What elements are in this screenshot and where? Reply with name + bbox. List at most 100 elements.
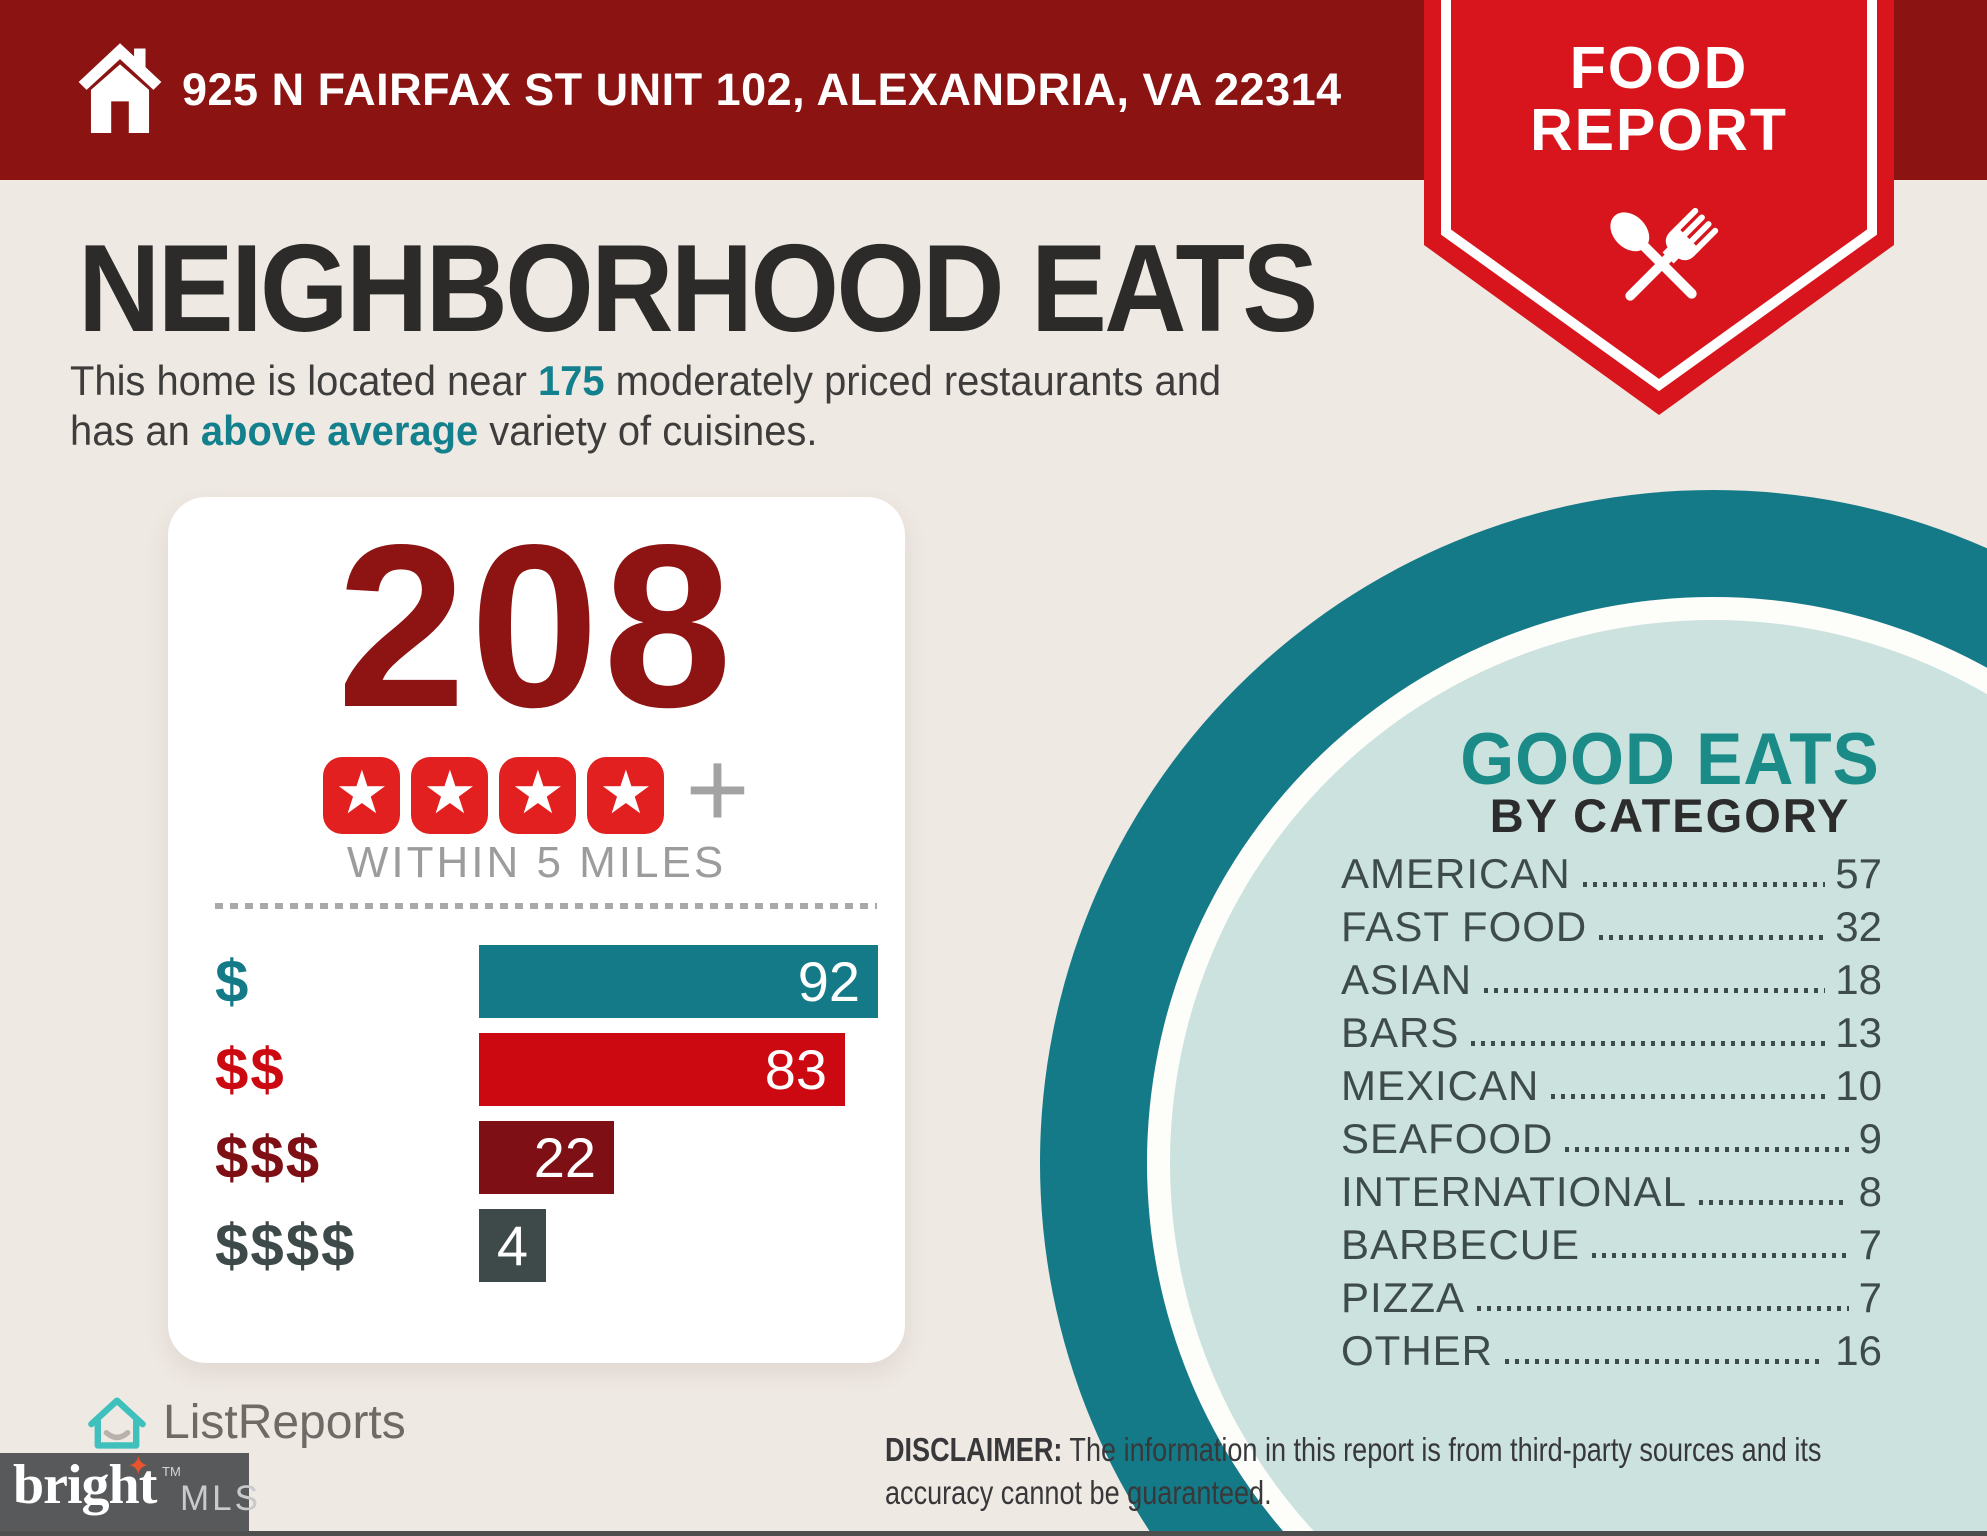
dashed-divider [215, 903, 877, 909]
category-row: OTHER 16 [1341, 1319, 1882, 1372]
bar-value: 4 [496, 1214, 528, 1277]
star-icon: ★ [499, 756, 577, 834]
radius-label: WITHIN 5 MILES [346, 838, 727, 887]
category-row: FAST FOOD 32 [1341, 895, 1882, 948]
intro-text: This home is located near 175 moderately… [70, 356, 1221, 456]
price-bar-row: $$$$ 4 [215, 1209, 878, 1282]
category-value: 10 [1835, 1062, 1882, 1109]
category-row: MEXICAN 10 [1341, 1054, 1882, 1107]
bar-track: 4 [479, 1209, 878, 1282]
intro-line1-post: moderately priced restaurants and [604, 357, 1222, 404]
price-tier-label: $$ [215, 1036, 286, 1103]
bar-fill: 4 [479, 1209, 546, 1282]
category-label: ASIAN [1341, 956, 1473, 1003]
intro-line-1: This home is located near 175 moderately… [70, 356, 1221, 406]
intro-line2-pre: has an [70, 407, 201, 454]
category-row: BARS 13 [1341, 1001, 1882, 1054]
bar-value: 22 [533, 1126, 596, 1189]
price-bar-chart: $ 92 $$ 83 $$$ 22 $$$$ 4 [215, 945, 878, 1297]
bar-fill: 92 [479, 945, 878, 1018]
restaurant-stats-card: 208 ★ ★ ★ ★ + WITHIN 5 MILES $ 92 $$ 83 $$$… [168, 497, 905, 1363]
bottom-edge-strip [0, 1531, 1987, 1536]
bar-fill: 22 [479, 1121, 614, 1194]
badge-line-1: FOOD [1569, 35, 1749, 101]
dotted-leader [1484, 988, 1826, 993]
spoon-fork-icon [1610, 207, 1719, 301]
page-title: NEIGHBORHOOD EATS [78, 220, 1318, 358]
category-label: OTHER [1341, 1327, 1493, 1374]
badge-title: FOOD REPORT [1424, 35, 1894, 162]
disclaimer-line-1: DISCLAIMER: The information in this repo… [885, 1428, 1821, 1471]
bar-track: 92 [479, 945, 878, 1018]
rating-row: ★ ★ ★ ★ + [168, 735, 905, 845]
category-row: PIZZA 7 [1341, 1266, 1882, 1319]
listreports-house-icon [88, 1397, 146, 1449]
address-text: 925 N FAIRFAX ST UNIT 102, ALEXANDRIA, V… [182, 64, 1342, 115]
category-value: 7 [1858, 1274, 1882, 1321]
listreports-wordmark: ListReports [163, 1395, 406, 1449]
intro-line-2: has an above average variety of cuisines… [70, 406, 1221, 456]
price-bar-row: $$$ 22 [215, 1121, 878, 1194]
dotted-leader [1698, 1200, 1849, 1205]
price-tier-label: $$$$ [215, 1212, 357, 1279]
star-icon: ★ [587, 756, 665, 834]
category-row: SEAFOOD 9 [1341, 1107, 1882, 1160]
house-icon [78, 43, 162, 133]
intro-line1-pre: This home is located near [70, 357, 538, 404]
star-icon: ★ [323, 756, 401, 834]
disclaimer-label: DISCLAIMER: [885, 1431, 1063, 1468]
category-label: INTERNATIONAL [1341, 1168, 1687, 1215]
category-label: FAST FOOD [1341, 903, 1588, 950]
dotted-leader [1599, 935, 1826, 940]
category-value: 18 [1835, 956, 1882, 1003]
star-glyph: ★ [510, 758, 565, 826]
category-value: 7 [1858, 1221, 1882, 1268]
category-row: BARBECUE 7 [1341, 1213, 1882, 1266]
category-value: 57 [1835, 850, 1882, 897]
property-address: 925 N FAIRFAX ST UNIT 102, ALEXANDRIA, V… [182, 0, 1342, 180]
mls-wordmark: MLS [180, 1479, 261, 1518]
bright-wordmark: bright [13, 1454, 157, 1516]
food-report-badge: FOOD REPORT [1424, 0, 1894, 420]
dotted-leader [1471, 1041, 1826, 1046]
category-value: 32 [1835, 903, 1882, 950]
bright-star-icon: ✦ [127, 1451, 150, 1481]
category-row: INTERNATIONAL 8 [1341, 1160, 1882, 1213]
star-glyph: ★ [334, 758, 389, 826]
bright-trademark: TM [162, 1464, 181, 1479]
category-label: MEXICAN [1341, 1062, 1540, 1109]
bar-value: 92 [797, 950, 860, 1013]
category-label: BARBECUE [1341, 1221, 1581, 1268]
disclaimer-text-2: accuracy cannot be guaranteed. [885, 1474, 1272, 1511]
good-eats-subtitle: BY CATEGORY [1489, 789, 1851, 842]
category-value: 8 [1858, 1168, 1882, 1215]
star-icon: ★ [411, 756, 489, 834]
category-label: AMERICAN [1341, 850, 1571, 897]
star-glyph: ★ [422, 758, 477, 826]
category-value: 13 [1835, 1009, 1882, 1056]
disclaimer: DISCLAIMER: The information in this repo… [885, 1428, 1821, 1514]
dotted-leader [1582, 882, 1826, 887]
category-list: AMERICAN 57 FAST FOOD 32 ASIAN 18 BARS 1… [1341, 842, 1882, 1372]
category-row: AMERICAN 57 [1341, 842, 1882, 895]
listreports-logo: ListReports [85, 1392, 406, 1452]
good-eats-title: GOOD EATS [1460, 719, 1880, 800]
category-label: PIZZA [1341, 1274, 1466, 1321]
price-bar-row: $$ 83 [215, 1033, 878, 1106]
dotted-leader [1565, 1147, 1849, 1152]
dotted-leader [1551, 1094, 1826, 1099]
plus-sign: + [685, 728, 750, 851]
dotted-leader [1477, 1306, 1849, 1311]
intro-line2-post: variety of cuisines. [478, 407, 818, 454]
category-label: SEAFOOD [1341, 1115, 1554, 1162]
dotted-leader [1505, 1359, 1826, 1364]
bar-track: 22 [479, 1121, 878, 1194]
dotted-leader [1592, 1253, 1849, 1258]
variety-highlight: above average [200, 407, 479, 454]
restaurant-count-highlight: 175 [537, 357, 605, 404]
category-label: BARS [1341, 1009, 1460, 1056]
star-rating: ★ ★ ★ ★ [323, 756, 665, 834]
disclaimer-line-2: accuracy cannot be guaranteed. [885, 1471, 1821, 1514]
bar-track: 83 [479, 1033, 878, 1106]
